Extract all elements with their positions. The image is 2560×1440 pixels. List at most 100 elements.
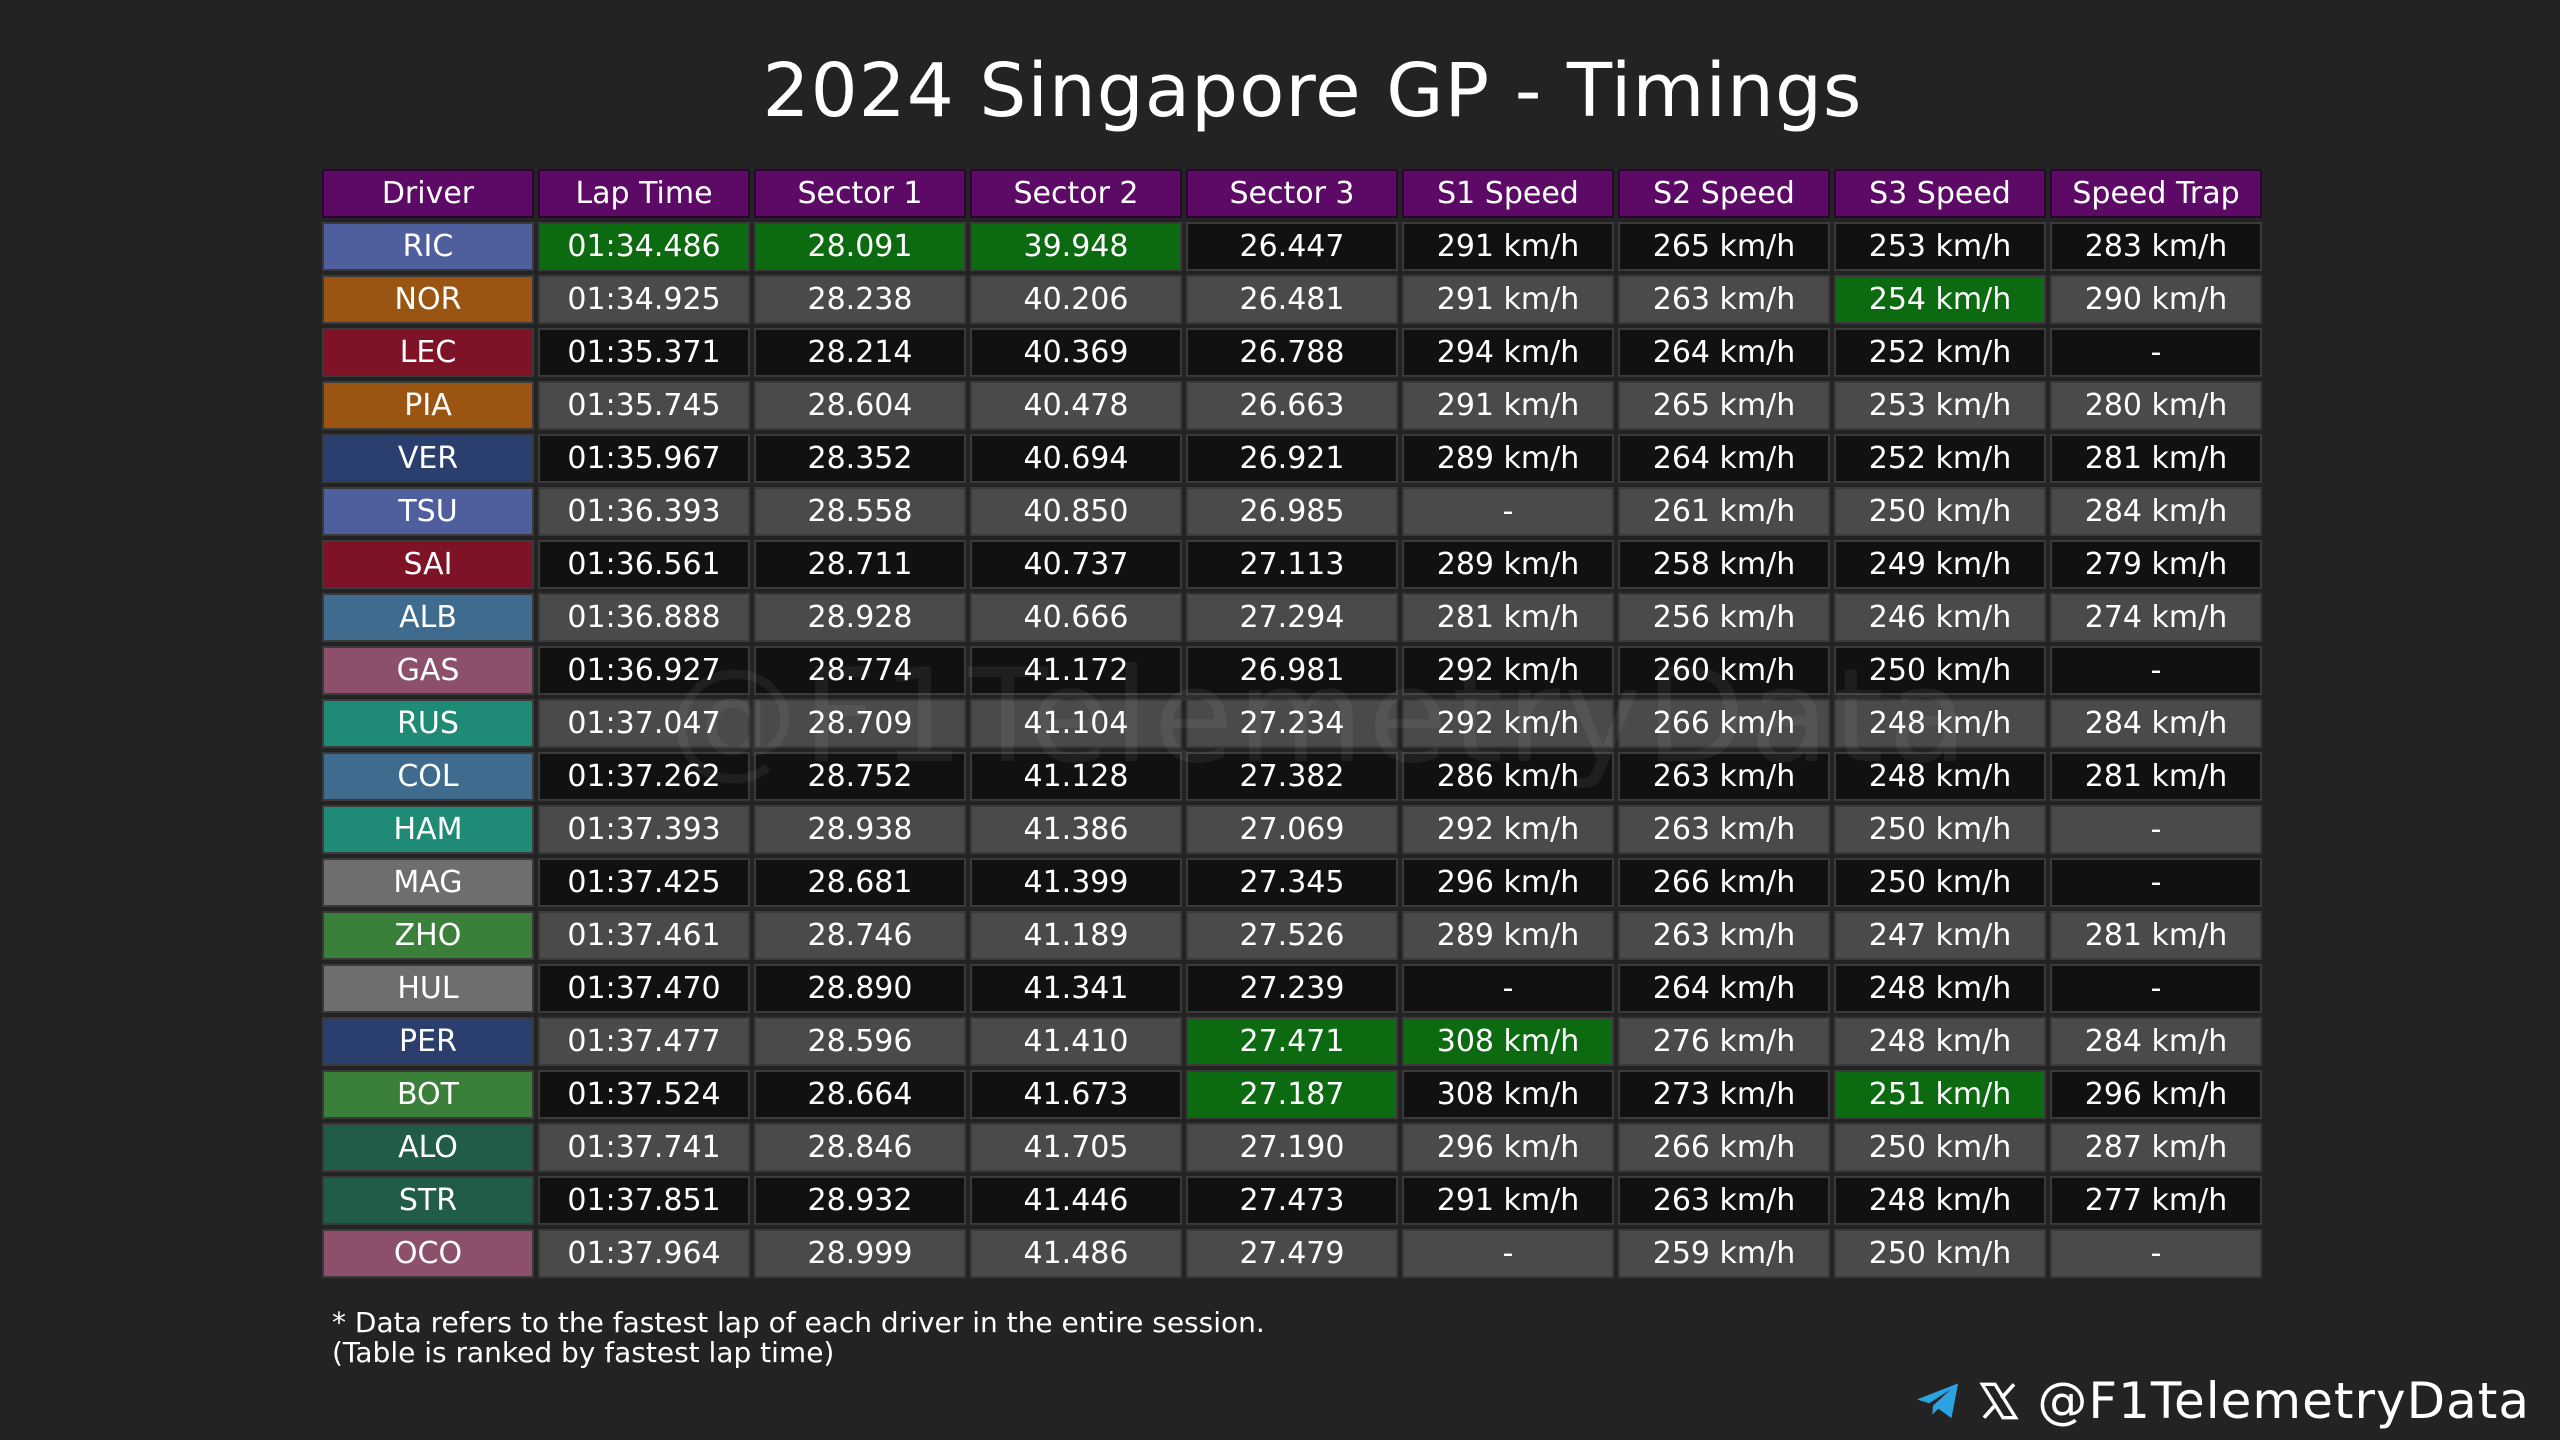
table-row: HUL 01:37.470 28.890 41.341 27.239-264 km/h 2… (322, 964, 2262, 1013)
table-cell: 28.774 (754, 646, 966, 695)
table-cell: 246 km/h (1834, 593, 2046, 642)
table-cell: 259 km/h (1618, 1229, 1830, 1278)
table-cell: 273 km/h (1618, 1070, 1830, 1119)
table-cell: 26.447 (1186, 222, 1398, 271)
footnote-line-2: (Table is ranked by fastest lap time) (332, 1336, 835, 1369)
social-bar: @F1TelemetryData (1915, 1372, 2530, 1430)
table-cell: 28.558 (754, 487, 966, 536)
table-cell: 26.481 (1186, 275, 1398, 324)
table-cell: 296 km/h (1402, 1123, 1614, 1172)
driver-cell: SAI (322, 540, 534, 589)
table-cell: 27.382 (1186, 752, 1398, 801)
table-cell: 27.345 (1186, 858, 1398, 907)
table-cell: 28.928 (754, 593, 966, 642)
table-cell: 281 km/h (2050, 911, 2262, 960)
table-row: RUS 01:37.047 28.709 41.104 27.234 292 km/h 26… (322, 699, 2262, 748)
table-cell: 292 km/h (1402, 699, 1614, 748)
table-cell: 41.386 (970, 805, 1182, 854)
timings-table: Driver Lap Time Sector 1 Sector 2 Sector 3 S1… (318, 165, 2266, 1282)
table-cell: 28.999 (754, 1229, 966, 1278)
table-cell: 28.846 (754, 1123, 966, 1172)
table-cell: 254 km/h (1834, 275, 2046, 324)
social-handle[interactable]: @F1TelemetryData (2037, 1372, 2530, 1430)
table-cell: 28.711 (754, 540, 966, 589)
table-cell: 26.788 (1186, 328, 1398, 377)
table-cell: 249 km/h (1834, 540, 2046, 589)
table-cell: - (2050, 858, 2262, 907)
table-row: VER 01:35.967 28.352 40.694 26.921 289 km/h 26… (322, 434, 2262, 483)
table-cell: 01:37.262 (538, 752, 750, 801)
table-cell: 250 km/h (1834, 858, 2046, 907)
table-cell: 279 km/h (2050, 540, 2262, 589)
table-row: RIC 01:34.486 28.091 39.948 26.447 291 km/h 26… (322, 222, 2262, 271)
table-cell: 248 km/h (1834, 1017, 2046, 1066)
table-cell: 28.352 (754, 434, 966, 483)
table-cell: 27.473 (1186, 1176, 1398, 1225)
driver-cell: GAS (322, 646, 534, 695)
table-cell: 40.369 (970, 328, 1182, 377)
table-cell: 292 km/h (1402, 646, 1614, 695)
table-cell: 283 km/h (2050, 222, 2262, 271)
table-cell: 26.985 (1186, 487, 1398, 536)
telegram-icon[interactable] (1915, 1381, 1961, 1421)
table-cell: 01:36.561 (538, 540, 750, 589)
table-cell: 258 km/h (1618, 540, 1830, 589)
table-row: MAG 01:37.425 28.681 41.399 27.345 296 km/h 26… (322, 858, 2262, 907)
table-cell: 01:37.477 (538, 1017, 750, 1066)
table-cell: 287 km/h (2050, 1123, 2262, 1172)
column-header: Speed Trap (2050, 169, 2262, 218)
table-cell: 248 km/h (1834, 1176, 2046, 1225)
driver-cell: VER (322, 434, 534, 483)
table-cell: 251 km/h (1834, 1070, 2046, 1119)
table-cell: 27.526 (1186, 911, 1398, 960)
table-cell: 41.410 (970, 1017, 1182, 1066)
table-body: RIC 01:34.486 28.091 39.948 26.447 291 km/h 26… (322, 222, 2262, 1278)
table-row: ALO 01:37.741 28.846 41.705 27.190 296 km/h 26… (322, 1123, 2262, 1172)
table-cell: 01:37.470 (538, 964, 750, 1013)
driver-cell: ZHO (322, 911, 534, 960)
table-cell: 264 km/h (1618, 328, 1830, 377)
table-cell: 292 km/h (1402, 805, 1614, 854)
table-cell: 28.091 (754, 222, 966, 271)
table-cell: 28.746 (754, 911, 966, 960)
table-cell: 284 km/h (2050, 487, 2262, 536)
column-header: Driver (322, 169, 534, 218)
x-icon[interactable] (1979, 1381, 2020, 1421)
column-header: S3 Speed (1834, 169, 2046, 218)
table-cell: - (2050, 328, 2262, 377)
table-cell: 41.128 (970, 752, 1182, 801)
table-cell: 41.446 (970, 1176, 1182, 1225)
table-cell: 252 km/h (1834, 328, 2046, 377)
footnote: * Data refers to the fastest lap of each… (332, 1308, 1265, 1368)
table-cell: - (1402, 487, 1614, 536)
table-cell: 26.981 (1186, 646, 1398, 695)
table-cell: 286 km/h (1402, 752, 1614, 801)
table-cell: - (1402, 1229, 1614, 1278)
table-cell: - (2050, 646, 2262, 695)
table-cell: 284 km/h (2050, 1017, 2262, 1066)
table-cell: 252 km/h (1834, 434, 2046, 483)
table-cell: 01:37.393 (538, 805, 750, 854)
table-cell: 01:36.888 (538, 593, 750, 642)
table-row: STR 01:37.851 28.932 41.446 27.473 291 km/h 26… (322, 1176, 2262, 1225)
table-cell: 261 km/h (1618, 487, 1830, 536)
table-cell: 280 km/h (2050, 381, 2262, 430)
table-cell: 01:34.925 (538, 275, 750, 324)
table-cell: 01:35.371 (538, 328, 750, 377)
driver-cell: ALB (322, 593, 534, 642)
column-header: Sector 2 (970, 169, 1182, 218)
driver-cell: ALO (322, 1123, 534, 1172)
table-cell: - (2050, 964, 2262, 1013)
table-cell: 41.673 (970, 1070, 1182, 1119)
table-cell: 28.664 (754, 1070, 966, 1119)
table-cell: 281 km/h (2050, 434, 2262, 483)
table-cell: 28.604 (754, 381, 966, 430)
table-cell: 247 km/h (1834, 911, 2046, 960)
table-cell: 308 km/h (1402, 1017, 1614, 1066)
table-cell: 277 km/h (2050, 1176, 2262, 1225)
table-cell: 41.104 (970, 699, 1182, 748)
table-cell: 265 km/h (1618, 222, 1830, 271)
table-cell: 28.681 (754, 858, 966, 907)
table-cell: 250 km/h (1834, 487, 2046, 536)
table-cell: 284 km/h (2050, 699, 2262, 748)
